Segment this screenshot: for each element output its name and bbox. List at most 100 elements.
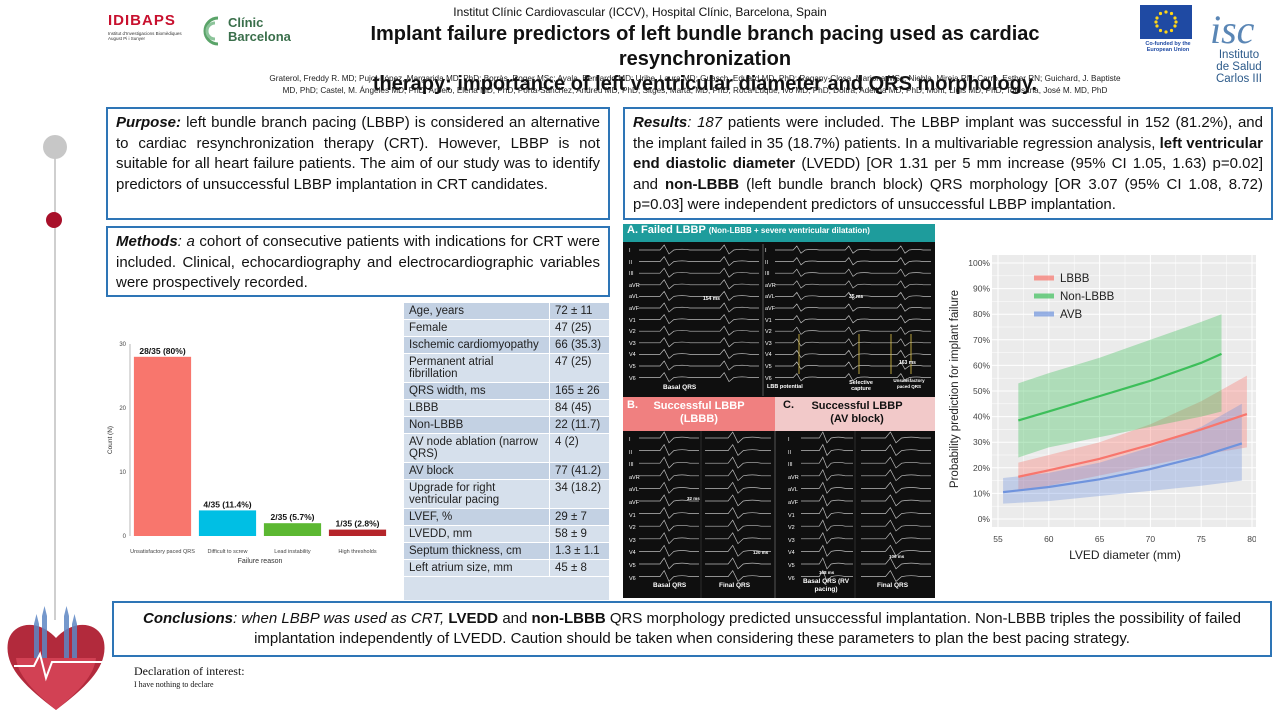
ecg-trace <box>775 280 931 289</box>
idibaps-logo: IDIBAPS Institut d'Investigacions Biomèd… <box>108 12 186 62</box>
eu-cofunded-logo: Co-funded by the European Union <box>1140 5 1196 63</box>
ecg-measure-6: 168 ms <box>819 570 835 575</box>
bar-y-tick-label: 20 <box>119 406 126 412</box>
idibaps-logo-text: IDIBAPS <box>108 12 176 29</box>
ecg-lead-label: I <box>765 248 767 254</box>
ecg-trace <box>639 557 699 570</box>
ecg-trace <box>801 481 853 494</box>
bar-data-label: 4/35 (11.4%) <box>203 499 251 509</box>
ecg-lead-label: III <box>788 462 793 469</box>
ecg-lead-label: I <box>629 248 631 254</box>
ecg-lead-label: aVL <box>788 487 798 494</box>
purpose-text: left bundle branch pacing (LBBP) is cons… <box>116 114 600 193</box>
line-x-tick-label: 75 <box>1196 534 1206 544</box>
conclusions-box: Conclusions: when LBBP was used as CRT, … <box>112 601 1272 657</box>
author-list-line1: Graterol, Freddy R. MD; Pujol-López, Mar… <box>269 74 1121 83</box>
implant-failure-probability-chart: 0% 10% 20% 30% 40% 50% 60% 70% 80% 90% 100% 55 60 65 7… <box>940 248 1257 570</box>
table-cell-value: 45 ± 8 <box>555 562 587 574</box>
poster-title-line2: therapy: importance of left ventricular … <box>372 73 1038 95</box>
ecg-trace <box>861 494 931 507</box>
ecg-lead-label: V6 <box>629 375 636 382</box>
ecg-lead-label: III <box>629 271 634 278</box>
ecg-trace <box>861 569 931 582</box>
ecg-caption-final-qrs-c: Final QRS <box>877 582 909 589</box>
ecg-lead-label: V5 <box>629 562 636 569</box>
table-cell-variable: Female <box>404 320 550 336</box>
table-row: AV block 77 (41.2) <box>404 463 609 480</box>
ecg-trace <box>861 532 931 545</box>
ecg-trace <box>775 326 931 335</box>
ecg-panel-b-header: B. Successful LBBP (LBBB) <box>623 397 775 431</box>
ecg-trace <box>801 557 853 570</box>
ecg-trace <box>705 443 771 456</box>
ecg-lead-label: aVR <box>765 282 776 289</box>
ecg-panel-b-letter: B. <box>627 399 638 411</box>
eu-logo-line2: European Union <box>1146 47 1190 53</box>
bar-y-tick-label: 30 <box>119 342 126 348</box>
ecg-lead-label: V3 <box>765 340 772 347</box>
bar-category-label: Lead instability <box>274 549 311 555</box>
ecg-trace <box>639 348 759 359</box>
line-y-tick-label: 60% <box>973 360 990 370</box>
line-legend-label: LBBB <box>1060 273 1090 285</box>
ecg-trace <box>801 519 853 532</box>
isciii-logo-mark: isc <box>1210 7 1255 49</box>
ecg-panel-b-title: Successful LBBP <box>653 400 745 412</box>
ecg-trace <box>639 494 699 507</box>
ecg-trace <box>639 279 759 290</box>
bar-x-axis-label: Failure reason <box>238 558 283 565</box>
ecg-lead-label: V1 <box>629 317 636 324</box>
ecg-trace <box>775 303 931 312</box>
ecg-lead-label: aVF <box>788 499 799 506</box>
table-row: QRS width, ms 165 ± 26 <box>404 383 609 400</box>
line-x-axis-label: LVED diameter (mm) <box>1069 548 1181 562</box>
table-cell-variable: Septum thickness, cm <box>404 543 550 559</box>
ecg-measure-7: 106 ms <box>889 554 905 559</box>
ecg-lead-label: V4 <box>629 550 636 557</box>
ecg-trace <box>705 519 771 532</box>
ecg-caption-basal-rv: Basal QRS (RV pacing) <box>802 578 850 593</box>
line-y-tick-label: 70% <box>973 335 990 345</box>
ecg-trace <box>705 532 771 545</box>
isciii-logo: isc Instituto de Salud Carlos III <box>1202 3 1274 87</box>
results-text-3: (left bundle branch block) QRS morpholog… <box>633 175 1263 214</box>
ecg-figure: A. Failed LBBP (Non-LBBB + severe ventri… <box>623 224 935 598</box>
ecg-trace <box>861 544 931 557</box>
timeline-line <box>54 140 56 620</box>
ecg-caption-unsatisfactory: Unsatisfactory paced QRS <box>893 378 925 389</box>
results-label: Results <box>633 114 688 131</box>
ecg-lead-label: I <box>629 437 631 443</box>
table-row: LVEF, % 29 ± 7 <box>404 509 609 526</box>
line-series <box>1018 412 1248 478</box>
failure-reason-bar-chart: 0 10 20 30 Count (N) 28/35 (80%) Unsatisfactor… <box>104 334 394 570</box>
ecg-measure-3: 163 ms <box>899 360 916 366</box>
methods-text: cohort of consecutive patients with indi… <box>116 233 601 291</box>
ecg-lead-label: V1 <box>629 512 636 519</box>
ecg-lead-label: aVF <box>765 305 776 312</box>
ecg-traces <box>639 244 931 598</box>
table-cell-variable: Upgrade for right ventricular pacing <box>404 480 550 508</box>
ecg-lead-label: aVR <box>629 474 640 481</box>
institution-line: Institut Clínic Cardiovascular (ICCV), H… <box>453 5 827 19</box>
line-y-tick-label: 80% <box>973 309 990 319</box>
ecg-panel-b-subtitle: (LBBB) <box>680 413 718 425</box>
ecg-panel-c-leads: I II III aVR aVL aVF V1 V2 V3 V4 V5 V6 <box>788 434 799 585</box>
table-row: Female 47 (25) <box>404 320 609 337</box>
table-cell-value: 1.3 ± 1.1 <box>555 545 600 557</box>
ecg-panel-bc-header: B. Successful LBBP (LBBB) C. Successful … <box>623 397 935 431</box>
table-row: Upgrade for right ventricular pacing 34 (… <box>404 480 609 509</box>
table-cell-variable: QRS width, ms <box>404 383 550 399</box>
table-cell-variable: AV block <box>404 463 550 479</box>
ecg-lead-label: aVF <box>629 499 640 506</box>
clinic-barcelona-logo: Clínic Barcelona <box>198 14 293 50</box>
table-cell-variable: LBBB <box>404 400 550 416</box>
line-confidence-band <box>1003 403 1242 504</box>
results-n: 187 <box>697 114 723 131</box>
ecg-caption-basal-qrs-a: Basal QRS <box>663 384 697 391</box>
table-cell-value: 77 (41.2) <box>555 465 602 477</box>
clinic-logo-icon <box>203 16 219 46</box>
ecg-trace <box>639 371 759 383</box>
table-row: Left atrium size, mm 45 ± 8 <box>404 560 609 577</box>
table-cell-value: 4 (2) <box>555 436 579 448</box>
ecg-panel-c-title: Successful LBBP <box>811 400 903 412</box>
